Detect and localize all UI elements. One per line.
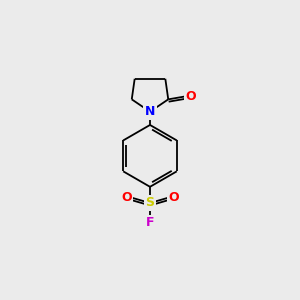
Text: O: O xyxy=(168,191,179,204)
Text: O: O xyxy=(185,90,196,103)
Text: N: N xyxy=(145,105,155,118)
Text: O: O xyxy=(121,191,132,204)
Text: F: F xyxy=(146,216,154,229)
Text: S: S xyxy=(146,196,154,209)
